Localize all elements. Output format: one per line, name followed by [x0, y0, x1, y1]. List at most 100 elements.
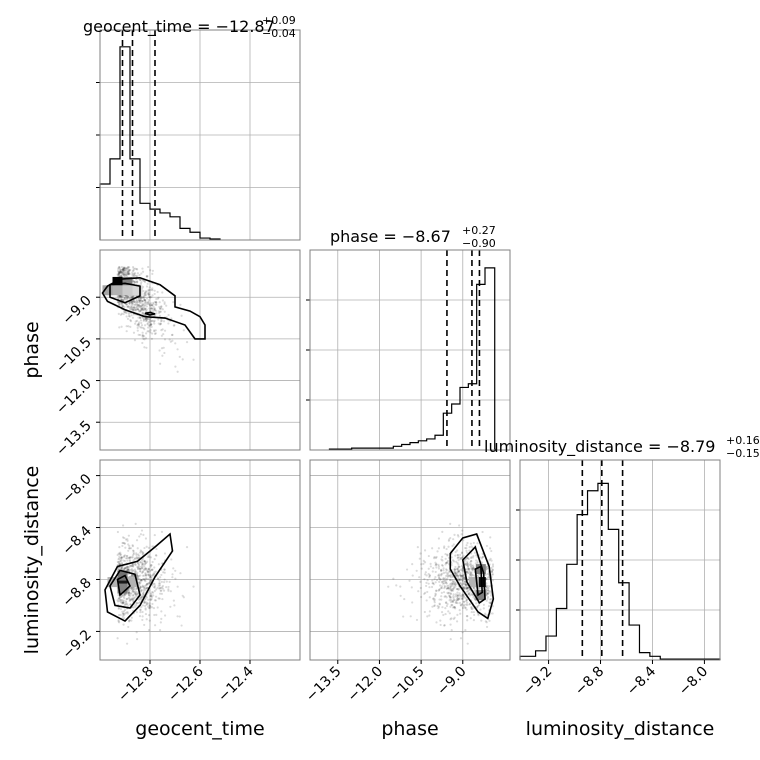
scatter-luminosity-distance-vs-phase-point	[477, 614, 480, 617]
scatter-phase-vs-geocent-time-point	[147, 293, 150, 296]
scatter-phase-vs-geocent-time-point	[132, 273, 135, 276]
scatter-luminosity-distance-vs-phase-point	[387, 585, 390, 588]
scatter-luminosity-distance-vs-geocent-time-point	[158, 629, 162, 632]
scatter-luminosity-distance-vs-geocent-time-point	[121, 541, 124, 545]
scatter-luminosity-distance-vs-phase-point	[466, 578, 470, 581]
scatter-luminosity-distance-vs-phase-point	[487, 585, 490, 588]
scatter-phase-vs-geocent-time-point	[139, 282, 143, 285]
scatter-phase-vs-geocent-time-point	[130, 300, 133, 303]
scatter-luminosity-distance-vs-phase-point	[433, 594, 437, 598]
scatter-phase-vs-geocent-time-point	[134, 280, 137, 283]
scatter-luminosity-distance-vs-geocent-time-point	[132, 551, 135, 554]
scatter-phase-vs-geocent-time-point	[119, 270, 122, 273]
scatter-luminosity-distance-vs-phase-point	[465, 544, 468, 547]
scatter-luminosity-distance-vs-phase-point	[440, 568, 443, 571]
scatter-luminosity-distance-vs-geocent-time-point	[141, 574, 145, 577]
scatter-phase-vs-geocent-time-point	[134, 301, 137, 304]
scatter-phase-vs-geocent-time-point	[124, 298, 127, 301]
scatter-phase-vs-geocent-time-point	[149, 317, 152, 320]
scatter-luminosity-distance-vs-phase-point	[447, 610, 450, 613]
scatter-phase-vs-geocent-time-point	[138, 299, 141, 302]
scatter-luminosity-distance-vs-geocent-time-point	[148, 604, 151, 608]
scatter-phase-vs-geocent-time-point	[135, 298, 138, 301]
scatter-phase-vs-geocent-time-point	[129, 268, 132, 272]
scatter-luminosity-distance-vs-phase-point	[460, 597, 463, 601]
scatter-luminosity-distance-vs-geocent-time-point	[127, 594, 131, 597]
scatter-luminosity-distance-vs-phase-point	[461, 529, 464, 532]
scatter-luminosity-distance-vs-phase-point	[464, 583, 467, 586]
scatter-luminosity-distance-vs-phase-point	[446, 553, 449, 556]
title-luminosity-distance-lower: −0.15	[726, 447, 760, 460]
scatter-luminosity-distance-vs-phase-point	[439, 619, 442, 622]
scatter-phase-vs-geocent-time-contour-2	[144, 311, 156, 316]
scatter-luminosity-distance-vs-geocent-time-point	[141, 615, 144, 618]
scatter-phase-vs-geocent-time-point	[151, 294, 154, 297]
scatter-luminosity-distance-vs-geocent-time-point	[133, 568, 137, 571]
scatter-luminosity-distance-vs-geocent-time-point	[121, 566, 124, 569]
scatter-luminosity-distance-vs-phase-point	[472, 541, 475, 545]
scatter-luminosity-distance-vs-phase-point	[438, 573, 441, 576]
scatter-luminosity-distance-vs-phase-contour-0	[449, 533, 495, 620]
scatter-luminosity-distance-vs-phase-point	[458, 579, 461, 582]
scatter-luminosity-distance-vs-phase-point	[486, 592, 489, 595]
scatter-luminosity-distance-vs-geocent-time-point	[147, 574, 150, 577]
scatter-luminosity-distance-vs-geocent-time-point	[170, 558, 173, 561]
scatter-luminosity-distance-vs-geocent-time-point	[130, 567, 134, 571]
scatter-phase-vs-geocent-time-point	[154, 332, 157, 335]
scatter-luminosity-distance-vs-phase-point	[449, 592, 453, 596]
scatter-phase-vs-geocent-time-point	[142, 308, 145, 311]
scatter-phase-vs-geocent-time-point	[122, 267, 125, 270]
scatter-phase-vs-geocent-time-point	[139, 296, 142, 300]
scatter-phase-vs-geocent-time-point	[160, 347, 164, 350]
scatter-luminosity-distance-vs-phase-point	[434, 592, 437, 595]
scatter-luminosity-distance-vs-phase-point	[449, 592, 452, 595]
scatter-luminosity-distance-vs-phase-point	[420, 567, 423, 570]
scatter-luminosity-distance-vs-phase-point	[447, 584, 450, 587]
scatter-luminosity-distance-vs-geocent-time-point	[136, 592, 139, 596]
scatter-luminosity-distance-vs-phase-point	[445, 604, 449, 608]
scatter-phase-vs-geocent-time-point	[149, 269, 152, 272]
scatter-luminosity-distance-vs-phase-point	[491, 573, 495, 576]
scatter-luminosity-distance-vs-geocent-time-point	[146, 602, 149, 605]
scatter-luminosity-distance-vs-phase-point	[447, 586, 450, 590]
scatter-luminosity-distance-vs-phase-point	[484, 612, 487, 615]
scatter-luminosity-distance-vs-phase-point	[466, 619, 469, 622]
scatter-phase-vs-geocent-time-point	[170, 333, 174, 337]
scatter-luminosity-distance-vs-phase-point	[471, 569, 474, 572]
scatter-luminosity-distance-vs-phase-frame	[309, 459, 511, 661]
scatter-luminosity-distance-vs-geocent-time-point	[127, 592, 130, 595]
scatter-luminosity-distance-vs-geocent-time-point	[139, 586, 142, 589]
scatter-luminosity-distance-vs-geocent-time-point	[132, 590, 136, 594]
scatter-luminosity-distance-vs-phase-point	[445, 579, 448, 582]
scatter-luminosity-distance-vs-geocent-time-point	[125, 597, 128, 601]
scatter-luminosity-distance-vs-phase-point	[458, 579, 461, 582]
scatter-phase-vs-geocent-time-point	[158, 305, 161, 309]
scatter-luminosity-distance-vs-phase-point	[457, 559, 460, 562]
scatter-luminosity-distance-vs-phase-point	[446, 575, 450, 578]
scatter-phase-vs-geocent-time-point	[131, 274, 134, 277]
scatter-luminosity-distance-vs-geocent-time-point	[121, 524, 125, 527]
scatter-phase-vs-geocent-time-point	[162, 320, 166, 323]
scatter-luminosity-distance-vs-phase-point	[434, 576, 437, 579]
scatter-luminosity-distance-vs-geocent-time-point	[150, 598, 153, 601]
scatter-phase-vs-geocent-time-point	[153, 330, 156, 333]
scatter-phase-vs-geocent-time-point	[139, 326, 142, 329]
scatter-luminosity-distance-vs-phase-point	[477, 574, 480, 577]
scatter-phase-vs-geocent-time-point	[163, 310, 166, 313]
scatter-luminosity-distance-vs-phase-point	[440, 569, 443, 572]
scatter-phase-vs-geocent-time-point	[132, 309, 136, 312]
scatter-luminosity-distance-vs-geocent-time-contour-0	[104, 532, 174, 623]
scatter-luminosity-distance-vs-geocent-time-point	[121, 544, 124, 548]
scatter-luminosity-distance-vs-geocent-time-point	[135, 601, 139, 605]
scatter-luminosity-distance-vs-geocent-time-point	[168, 580, 171, 583]
scatter-luminosity-distance-vs-geocent-time-point	[143, 568, 146, 571]
scatter-luminosity-distance-vs-phase-point	[449, 587, 452, 590]
xtick-label-geocent-time-2: −12.4	[215, 663, 257, 705]
scatter-luminosity-distance-vs-phase-point	[466, 615, 469, 618]
scatter-luminosity-distance-vs-phase-point	[443, 595, 446, 598]
scatter-luminosity-distance-vs-phase-point	[449, 536, 452, 540]
scatter-luminosity-distance-vs-phase-point	[440, 574, 443, 577]
scatter-phase-vs-geocent-time-point	[139, 305, 142, 308]
scatter-luminosity-distance-vs-phase-point	[426, 579, 429, 582]
scatter-luminosity-distance-vs-geocent-time-point	[159, 589, 162, 592]
